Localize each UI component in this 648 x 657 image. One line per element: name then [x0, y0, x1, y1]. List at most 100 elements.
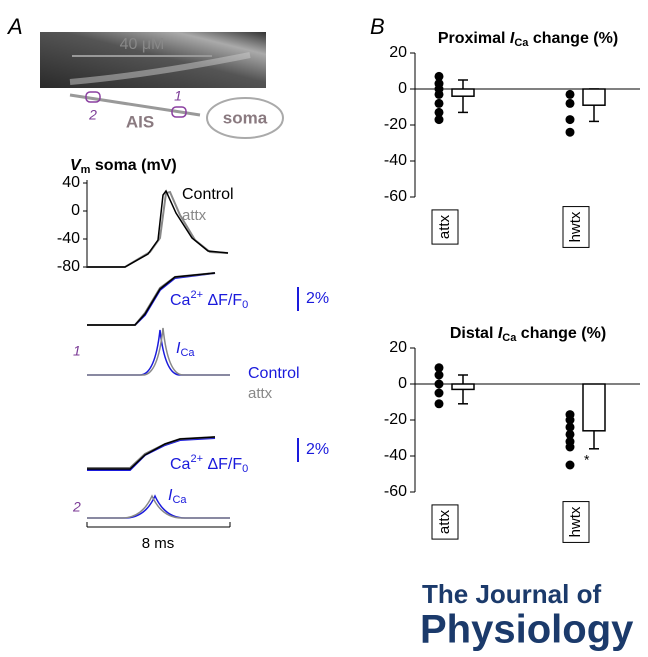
t: Ca — [502, 332, 517, 344]
data-point — [565, 460, 575, 470]
bar — [451, 383, 475, 391]
axon — [69, 93, 201, 117]
legend: attx — [248, 385, 273, 402]
t: 0 — [242, 463, 248, 475]
x-tick-label: attx — [436, 214, 453, 239]
trace-control — [87, 189, 229, 268]
t: Ca — [172, 494, 187, 506]
vm-title: Vm soma (mV) — [70, 157, 177, 176]
data-point — [565, 115, 575, 125]
y-tick-label: -20 — [384, 411, 407, 428]
y-tick-label: 0 — [398, 375, 407, 392]
t: Ca — [170, 456, 191, 473]
data-point — [434, 370, 444, 380]
scale-label: 40 μM — [120, 36, 165, 53]
t: Proximal — [438, 30, 510, 47]
soma-label: soma — [223, 108, 268, 127]
t: I — [168, 487, 173, 504]
bar — [582, 88, 606, 106]
ca-label: Ca2+ ΔF/F0 — [170, 453, 248, 475]
t: Ca — [170, 292, 191, 309]
t: change (%) — [528, 30, 618, 47]
t: ΔF/F — [203, 292, 242, 309]
ica-trace — [87, 329, 230, 376]
t: 0 — [242, 299, 248, 311]
site-marker — [85, 91, 101, 103]
category-box: attx — [431, 504, 459, 540]
annotation: * — [584, 452, 590, 468]
y-tick-label: -40 — [384, 152, 407, 169]
axon-glow — [69, 52, 251, 85]
y-tick-label: -40 — [57, 230, 80, 247]
legend: attx — [182, 207, 207, 224]
bar — [582, 383, 606, 432]
data-point — [565, 429, 575, 439]
label-box — [431, 504, 459, 540]
trace-attx — [87, 190, 229, 268]
t: 2+ — [190, 289, 203, 301]
y-tick-label: 0 — [398, 80, 407, 97]
ca-trace — [87, 272, 216, 326]
ica-label: ICa — [176, 340, 195, 359]
data-point — [565, 415, 575, 425]
data-point — [434, 388, 444, 398]
t: 2+ — [190, 453, 203, 465]
y-tick-label: 0 — [71, 202, 80, 219]
t: I — [510, 30, 515, 47]
y-tick-label: 40 — [62, 174, 80, 191]
label-box — [562, 501, 590, 543]
scale-bar-label: 2% — [306, 441, 329, 458]
x-tick-label: attx — [436, 509, 453, 534]
x-tick-label: hwtx — [567, 211, 584, 242]
site-label: 1 — [174, 88, 182, 104]
data-point — [434, 115, 444, 125]
data-point — [434, 107, 444, 117]
y-tick-label: -60 — [384, 483, 407, 500]
data-point — [434, 98, 444, 108]
bar — [451, 88, 475, 97]
data-point — [565, 89, 575, 99]
scale-bar-label: 2% — [306, 290, 329, 307]
data-point — [434, 399, 444, 409]
legend: Control — [248, 365, 300, 382]
label-box — [431, 209, 459, 245]
ais-label: AIS — [126, 112, 154, 131]
t: I — [498, 325, 503, 342]
data-point — [434, 89, 444, 99]
t: I — [176, 340, 181, 357]
data-point — [565, 98, 575, 108]
site-label: 1 — [73, 343, 81, 359]
legend: Control — [182, 186, 234, 203]
t: change (%) — [516, 325, 606, 342]
data-point — [565, 127, 575, 137]
label-box — [562, 206, 590, 248]
ca-label: Ca2+ ΔF/F0 — [170, 289, 248, 311]
ica-trace — [87, 494, 230, 519]
ica-label: ICa — [168, 487, 187, 506]
site-marker — [171, 106, 187, 118]
journal-line1: The Journal of — [422, 579, 601, 609]
t: Distal — [450, 325, 498, 342]
y-tick-label: -40 — [384, 447, 407, 464]
category-box: attx — [431, 209, 459, 245]
ica-trace — [87, 327, 230, 376]
y-tick-label: -60 — [384, 188, 407, 205]
data-point — [434, 363, 444, 373]
category-box: hwtx — [562, 501, 590, 543]
t: V — [70, 157, 82, 174]
t: soma (mV) — [90, 157, 176, 174]
y-tick-label: 20 — [389, 339, 407, 356]
panel-label: B — [370, 14, 385, 39]
data-point — [434, 379, 444, 389]
y-tick-label: 20 — [389, 44, 407, 61]
panel-label: A — [6, 14, 23, 39]
journal-line2: Physiology — [420, 608, 634, 652]
category-box: hwtx — [562, 206, 590, 248]
chart-title: Proximal ICa change (%) — [438, 30, 618, 49]
t: Ca — [180, 347, 195, 359]
ca-trace — [87, 436, 216, 470]
site-label: 2 — [72, 499, 81, 515]
soma-shape — [206, 97, 284, 139]
y-tick-label: -80 — [57, 258, 80, 275]
